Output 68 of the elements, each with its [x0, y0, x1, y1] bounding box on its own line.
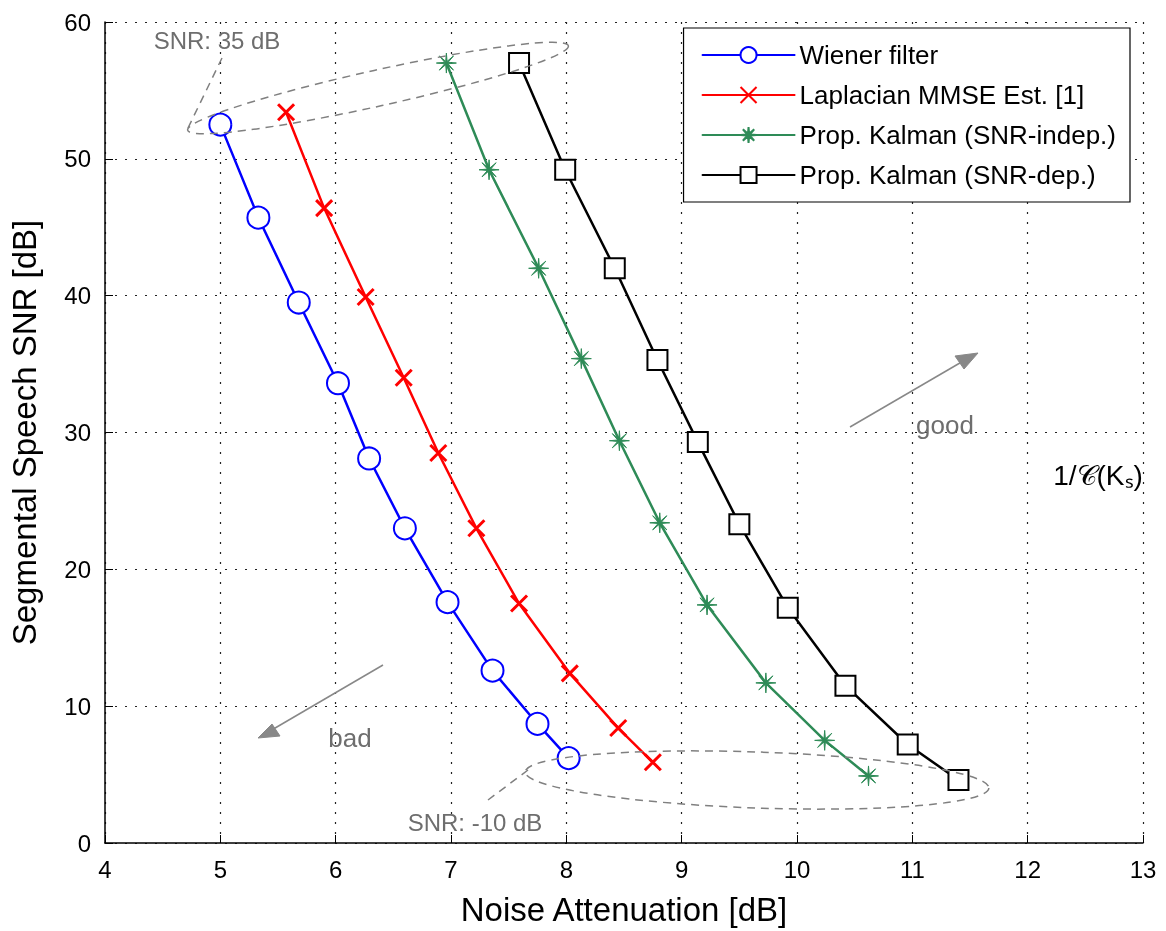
- x-tick-label: 6: [328, 855, 343, 883]
- point: [286, 290, 311, 315]
- y-tick-label: 60: [64, 8, 91, 36]
- y-tick-label: 30: [64, 419, 91, 446]
- point: [947, 769, 970, 792]
- point: [608, 430, 630, 452]
- point: [357, 446, 382, 471]
- point: [603, 257, 626, 280]
- point: [570, 348, 592, 370]
- annotation: SNR: -10 dB: [407, 808, 543, 836]
- point: [554, 158, 577, 181]
- y-tick-label: 20: [64, 555, 91, 583]
- point: [508, 52, 531, 75]
- legend-label: Wiener filter: [799, 40, 939, 70]
- point: [528, 257, 550, 279]
- x-tick-label: 10: [783, 855, 811, 883]
- point: [686, 431, 709, 454]
- point: [435, 52, 457, 74]
- point: [755, 672, 777, 694]
- point: [814, 729, 836, 751]
- annotation: SNR: 35 dB: [153, 26, 281, 54]
- y-axis-title: Segmental Speech SNR [dB]: [6, 219, 43, 646]
- point: [646, 348, 669, 371]
- x-tick-label: 7: [444, 855, 458, 883]
- y-tick-label: 0: [77, 829, 91, 857]
- point: [208, 112, 233, 137]
- point: [480, 658, 505, 683]
- x-tick-label: 13: [1129, 855, 1157, 883]
- x-tick-label: 5: [213, 855, 228, 883]
- y-tick-label: 10: [64, 692, 91, 720]
- point: [509, 594, 529, 614]
- x-tick-label: 11: [899, 855, 925, 883]
- point: [834, 674, 857, 697]
- point: [776, 596, 799, 619]
- point: [276, 102, 296, 122]
- point: [314, 198, 334, 218]
- point: [525, 711, 550, 736]
- x-tick-label: 4: [98, 855, 112, 883]
- x-axis-title: Noise Attenuation [dB]: [460, 891, 788, 928]
- annotation: 1/𝒞(Kₛ): [1053, 459, 1143, 491]
- legend-label: Laplacian MMSE Est. [1]: [799, 80, 1085, 110]
- point: [326, 371, 350, 396]
- point: [246, 205, 271, 230]
- point: [478, 159, 500, 181]
- x-tick-label: 9: [674, 855, 689, 883]
- annotation: bad: [328, 723, 372, 753]
- point: [428, 443, 448, 463]
- point: [435, 590, 460, 615]
- y-tick-label: 40: [64, 282, 91, 310]
- x-tick-label: 8: [559, 855, 574, 883]
- annotation: good: [916, 410, 974, 440]
- point: [608, 718, 628, 738]
- point: [858, 765, 880, 787]
- point: [728, 513, 751, 536]
- point: [394, 368, 414, 388]
- x-tick-label: 12: [1014, 855, 1042, 883]
- point: [356, 287, 376, 307]
- point: [643, 752, 663, 772]
- point: [696, 594, 718, 616]
- point: [649, 512, 671, 534]
- point: [556, 746, 581, 771]
- point: [466, 518, 486, 538]
- point: [392, 516, 417, 541]
- point: [896, 733, 919, 756]
- legend-label: Prop. Kalman (SNR-indep.): [799, 120, 1117, 150]
- legend-label: Prop. Kalman (SNR-dep.): [799, 160, 1096, 190]
- y-tick-label: 50: [64, 145, 91, 173]
- point: [560, 663, 580, 683]
